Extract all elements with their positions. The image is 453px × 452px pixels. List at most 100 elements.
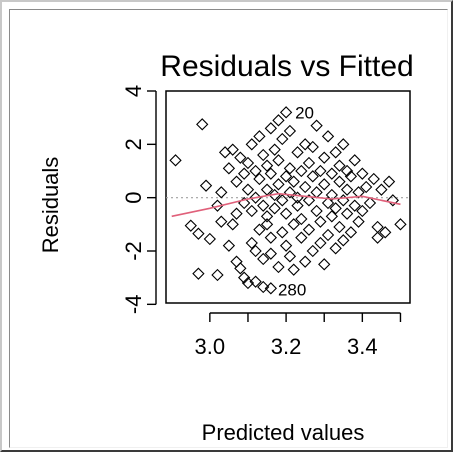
data-point (340, 164, 354, 178)
data-point (318, 178, 331, 191)
data-point (226, 218, 239, 231)
data-point (241, 156, 255, 170)
data-point (234, 262, 247, 275)
data-point (321, 228, 335, 242)
data-point (203, 232, 216, 246)
data-point (249, 244, 262, 258)
data-point (249, 191, 262, 204)
data-point (325, 210, 338, 223)
data-point (337, 138, 350, 151)
data-point (260, 218, 274, 231)
x-tick-label: 3.0 (195, 334, 226, 359)
data-point (283, 250, 297, 263)
data-point (268, 143, 281, 156)
data-point (199, 179, 213, 192)
data-point (230, 207, 243, 220)
data-point (264, 282, 277, 295)
data-point (260, 183, 274, 196)
data-point (264, 231, 277, 244)
data-point (337, 234, 350, 247)
data-point (279, 239, 293, 252)
data-point (333, 175, 346, 188)
data-point (302, 223, 316, 236)
y-tick-label: -2 (121, 241, 146, 261)
data-point (325, 188, 338, 202)
data-point (333, 220, 346, 234)
data-point (348, 199, 361, 212)
y-tick-label: 0 (121, 192, 146, 204)
data-point (329, 202, 342, 215)
data-point (279, 207, 293, 220)
data-point (257, 252, 270, 266)
data-point (215, 215, 228, 228)
data-point (314, 215, 327, 228)
data-point (291, 146, 304, 159)
data-point (276, 132, 289, 146)
data-point (272, 114, 285, 127)
data-point (245, 204, 258, 218)
x-tick-label: 3.2 (271, 334, 302, 359)
data-point (306, 244, 319, 258)
y-tick-label: -4 (121, 295, 146, 315)
data-point (241, 276, 255, 290)
data-point (260, 159, 274, 172)
data-point (276, 226, 289, 239)
data-point (344, 226, 358, 239)
data-point (222, 239, 236, 252)
data-point (234, 151, 247, 164)
data-point (321, 196, 335, 210)
data-point (306, 170, 319, 183)
data-point (375, 183, 388, 196)
data-point (196, 118, 209, 131)
data-point (268, 188, 281, 202)
data-point (260, 210, 274, 223)
data-point (169, 154, 182, 167)
data-point (192, 267, 205, 280)
data-point (245, 138, 258, 151)
data-point (379, 226, 392, 239)
data-point (253, 130, 266, 143)
data-point (310, 119, 323, 132)
data-point (394, 218, 407, 231)
data-point (299, 180, 312, 194)
data-point (184, 219, 197, 232)
data-point (360, 180, 373, 194)
data-point (287, 218, 300, 231)
data-point (340, 183, 354, 196)
data-point (299, 255, 312, 268)
data-point (306, 140, 319, 154)
data-point (302, 156, 316, 170)
data-point (283, 124, 297, 138)
data-point (352, 186, 365, 199)
data-point (238, 167, 251, 180)
x-axis: 3.0 3.2 3.4 (195, 312, 402, 359)
data-point (264, 247, 277, 260)
y-axis-label: Residuals (38, 157, 63, 254)
point-annotation-label: 280 (278, 281, 306, 300)
data-point (249, 275, 262, 288)
data-point (257, 199, 270, 212)
data-point (249, 164, 262, 178)
data-point (287, 175, 300, 188)
plot-area-box (165, 90, 411, 304)
data-point (295, 231, 308, 244)
data-point (310, 186, 323, 199)
point-annotation-label: 20 (295, 103, 314, 122)
data-point (314, 164, 327, 178)
smoother-line (171, 192, 401, 218)
data-point (295, 212, 308, 226)
data-point (352, 215, 365, 228)
data-point (241, 183, 255, 196)
data-point (295, 164, 308, 178)
data-point (321, 130, 335, 143)
data-point (348, 154, 361, 167)
data-point (253, 172, 266, 186)
chart-title: Residuals vs Fitted (160, 50, 413, 83)
y-axis: -4 -2 0 2 4 (121, 85, 157, 315)
data-point (382, 175, 396, 188)
data-point (291, 199, 304, 212)
data-point (272, 178, 285, 191)
scatter-points (169, 106, 407, 295)
